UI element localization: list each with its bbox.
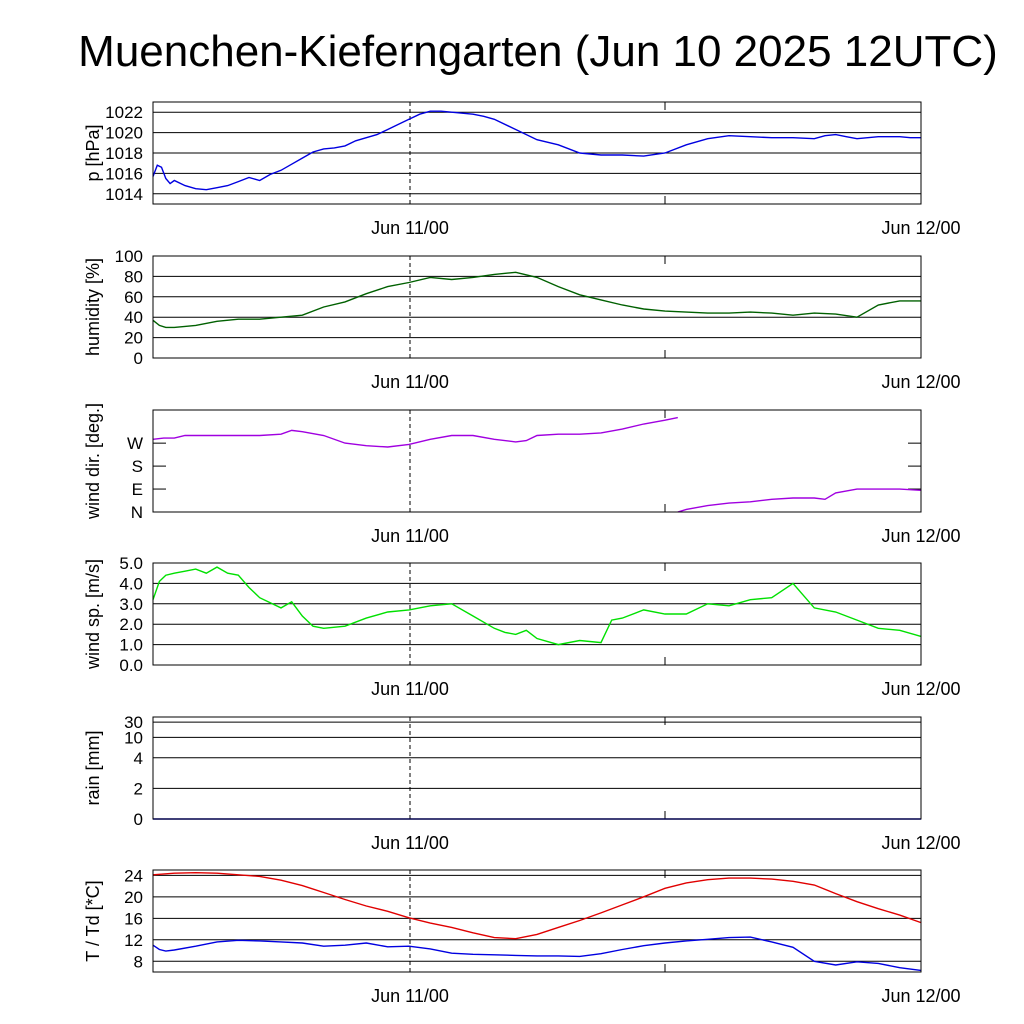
pressure-series-line (152, 110, 921, 191)
wind-speed-series-line (152, 566, 922, 646)
wind-speed-ytick-label: 2.0 (119, 615, 143, 634)
humidity-ytick-label: 20 (124, 329, 143, 348)
humidity-ytick-label: 40 (124, 308, 143, 327)
temperature-panel: 8 12 16 20 24 T / Td [*C] Jun 11/00 Jun 12/00 (83, 866, 961, 1006)
pressure-frame (152, 101, 922, 205)
wind-direction-ytick-label: N (131, 503, 143, 522)
wind-direction-series-line (677, 488, 922, 513)
humidity-xtick-label: Jun 11/00 (371, 372, 449, 392)
wind-speed-ytick-label: 0.0 (119, 656, 143, 675)
rain-xtick-label: Jun 12/00 (881, 833, 960, 853)
wind-speed-panel: 0.01.0 2.03.0 4.05.0 wind sp. [m/s] Jun 11/0… (83, 554, 961, 699)
humidity-ytick-label: 60 (124, 288, 143, 307)
temperature-xtick-label: Jun 12/00 (881, 986, 960, 1006)
rain-ytick-label: 30 (124, 713, 143, 732)
wind-speed-ylabel: wind sp. [m/s] (83, 559, 103, 670)
wind-speed-ytick-label: 3.0 (119, 595, 143, 614)
humidity-frame (152, 255, 922, 359)
pressure-ylabel: p [hPa] (83, 124, 103, 181)
wind-direction-frame (152, 409, 922, 513)
wind-speed-ytick-label: 1.0 (119, 636, 143, 655)
wind-speed-ytick-label: 4.0 (119, 574, 143, 593)
rain-ylabel: rain [mm] (83, 730, 103, 805)
humidity-ylabel: humidity [%] (83, 258, 103, 356)
humidity-series-line (152, 271, 921, 329)
pressure-ytick-label: 1014 (105, 185, 143, 204)
pressure-xtick-label: Jun 11/00 (371, 218, 449, 238)
wind-direction-xtick-label: Jun 11/00 (371, 526, 449, 546)
pressure-ytick-label: 1020 (105, 124, 143, 143)
temperature-xtick-label: Jun 11/00 (371, 986, 449, 1006)
temperature-ytick-label: 24 (124, 866, 143, 885)
rain-ytick-label: 10 (124, 728, 143, 747)
rain-xtick-label: Jun 11/00 (371, 833, 449, 853)
rain-frame (152, 716, 922, 820)
rain-ytick-label: 0 (134, 810, 143, 829)
temperature-ytick-label: 12 (124, 931, 143, 950)
rain-ytick-label: 2 (134, 779, 143, 798)
pressure-ytick-label: 1018 (105, 144, 143, 163)
wind-speed-ytick-label: 5.0 (119, 554, 143, 573)
temperature-ytick-label: 16 (124, 909, 143, 928)
wind-direction-ytick-label: S (132, 457, 143, 476)
chart-title: Muenchen-Kieferngarten (Jun 10 2025 12UT… (78, 27, 998, 76)
humidity-xtick-label: Jun 12/00 (881, 372, 960, 392)
wind-direction-ytick-label: E (132, 480, 143, 499)
wind-direction-ylabel: wind dir. [deg.] (83, 403, 103, 520)
temperature-ytick-label: 20 (124, 888, 143, 907)
humidity-ytick-label: 100 (115, 247, 143, 266)
pressure-ytick-label: 1016 (105, 164, 143, 183)
wind-direction-xtick-label: Jun 12/00 (881, 526, 960, 546)
wind-speed-frame (152, 562, 922, 666)
wind-speed-xtick-label: Jun 11/00 (371, 679, 449, 699)
humidity-ytick-label: 0 (134, 349, 143, 368)
wind-direction-ytick-label: W (127, 434, 143, 453)
temperature-series-line (152, 936, 922, 972)
temperature-ylabel: T / Td [*C] (83, 880, 103, 961)
temperature-series-line (152, 871, 922, 940)
pressure-ytick-label: 1022 (105, 103, 143, 122)
pressure-xtick-label: Jun 12/00 (881, 218, 960, 238)
temperature-frame (152, 869, 922, 973)
wind-speed-xtick-label: Jun 12/00 (881, 679, 960, 699)
wind-direction-series-line (152, 416, 678, 448)
temperature-ytick-label: 8 (134, 952, 143, 971)
humidity-ytick-label: 80 (124, 267, 143, 286)
rain-ytick-label: 4 (134, 749, 143, 768)
